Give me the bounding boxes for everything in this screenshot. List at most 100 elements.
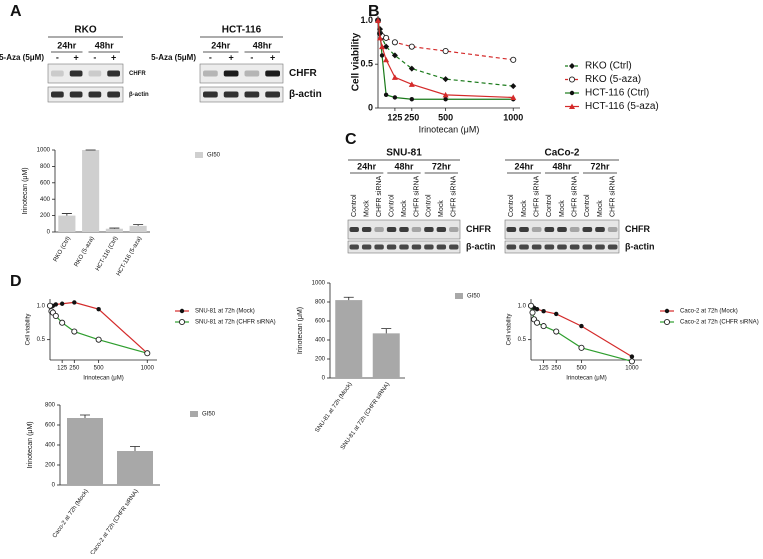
y-tick-label: 800 (40, 164, 51, 170)
marker (392, 95, 398, 100)
x-axis-label: Irinotecan (μM) (419, 124, 480, 134)
y-tick-label: 400 (45, 443, 56, 449)
series-line (49, 305, 148, 354)
y-tick-label: 1.0 (37, 303, 46, 309)
treatment-label: 5-Aza (5μM) (0, 53, 44, 62)
y-tick-label: 0.5 (37, 337, 46, 343)
legend-marker (664, 308, 670, 314)
marker (383, 92, 389, 98)
band (506, 227, 517, 232)
sign: - (209, 52, 212, 62)
y-axis-label: Cell viability (507, 314, 513, 346)
y-tick-label: 200 (40, 213, 51, 219)
legend-label: SNU-81 at 72h (Mock) (195, 309, 255, 315)
legend-label: RKO (Ctrl) (585, 61, 632, 72)
band (436, 227, 447, 232)
error-bar (343, 296, 354, 301)
band (449, 244, 459, 250)
marker (527, 302, 535, 309)
lane-label: CHFR siRNA (376, 175, 383, 217)
legend-marker (663, 318, 671, 326)
band (582, 244, 593, 250)
band (88, 91, 102, 98)
x-tick-label: 500 (438, 112, 453, 122)
lane-label: Control (508, 194, 515, 217)
time-label: 48hr (394, 161, 414, 171)
band (607, 227, 618, 232)
marker (391, 74, 398, 80)
marker (408, 43, 415, 50)
y-tick-label: 800 (315, 300, 326, 306)
legend-label: RKO (5-aza) (585, 74, 641, 85)
y-tick-label: 1000 (37, 148, 51, 154)
band (607, 244, 618, 250)
marker (379, 43, 386, 50)
legend-marker (179, 308, 185, 314)
x-tick-label: 500 (94, 366, 105, 372)
time-label: 48hr (95, 40, 115, 50)
blot-title: HCT-116 (222, 25, 262, 36)
band (519, 227, 529, 232)
x-tick-label: 1000 (503, 112, 523, 122)
band (361, 227, 372, 232)
band (399, 244, 409, 250)
band (223, 70, 239, 77)
y-tick-label: 0.5 (360, 59, 373, 69)
marker (72, 300, 77, 305)
y-axis-label: Irinotecan (μM) (27, 421, 34, 468)
y-tick-label: 400 (40, 197, 51, 203)
series-line (530, 305, 633, 362)
marker (95, 336, 102, 343)
band (436, 244, 447, 250)
band (349, 244, 359, 250)
sign: + (111, 52, 116, 62)
sign: - (93, 52, 96, 62)
marker (629, 354, 635, 359)
legend-marker (569, 90, 575, 96)
sign: + (228, 52, 233, 62)
band (569, 227, 580, 232)
band (557, 244, 567, 250)
marker (578, 344, 585, 351)
band (69, 91, 83, 98)
time-label: 24hr (357, 161, 377, 171)
band (203, 70, 218, 77)
bar (372, 333, 400, 378)
marker (391, 52, 398, 59)
blot-box (199, 86, 284, 103)
band (569, 244, 580, 250)
marker (391, 39, 398, 46)
protein-label: CHFR (289, 68, 318, 79)
marker (408, 65, 415, 72)
marker (383, 34, 390, 41)
marker (96, 306, 101, 312)
x-tick-label: 250 (404, 112, 419, 122)
band (531, 227, 542, 232)
band (386, 244, 397, 250)
band (544, 244, 555, 250)
blot-box (199, 63, 284, 84)
lane-label: CHFR siRNA (534, 175, 541, 217)
y-tick-label: 800 (45, 403, 56, 409)
x-tick-label: RKO (Ctrl) (53, 236, 72, 263)
x-tick-label: 250 (69, 366, 80, 372)
marker (383, 56, 390, 63)
protein-label: β-actin (625, 241, 655, 251)
bar (105, 228, 123, 232)
band (107, 70, 120, 77)
y-tick-label: 200 (315, 357, 326, 363)
x-tick-label: 250 (551, 366, 562, 372)
y-tick-label: 0 (47, 230, 51, 236)
band (203, 91, 218, 98)
y-tick-label: 1000 (312, 281, 326, 287)
band (244, 91, 260, 98)
y-tick-label: 600 (315, 319, 326, 325)
marker (383, 43, 390, 50)
lane-label: Mock (521, 200, 528, 217)
series-line (377, 20, 514, 100)
marker (510, 83, 517, 90)
bar (129, 225, 147, 232)
band (424, 227, 434, 232)
y-tick-label: 600 (40, 180, 51, 186)
sign: - (250, 52, 253, 62)
